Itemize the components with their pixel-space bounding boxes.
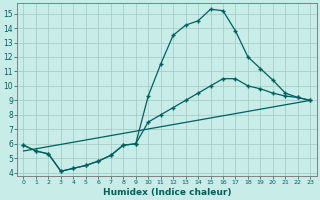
X-axis label: Humidex (Indice chaleur): Humidex (Indice chaleur) xyxy=(103,188,231,197)
